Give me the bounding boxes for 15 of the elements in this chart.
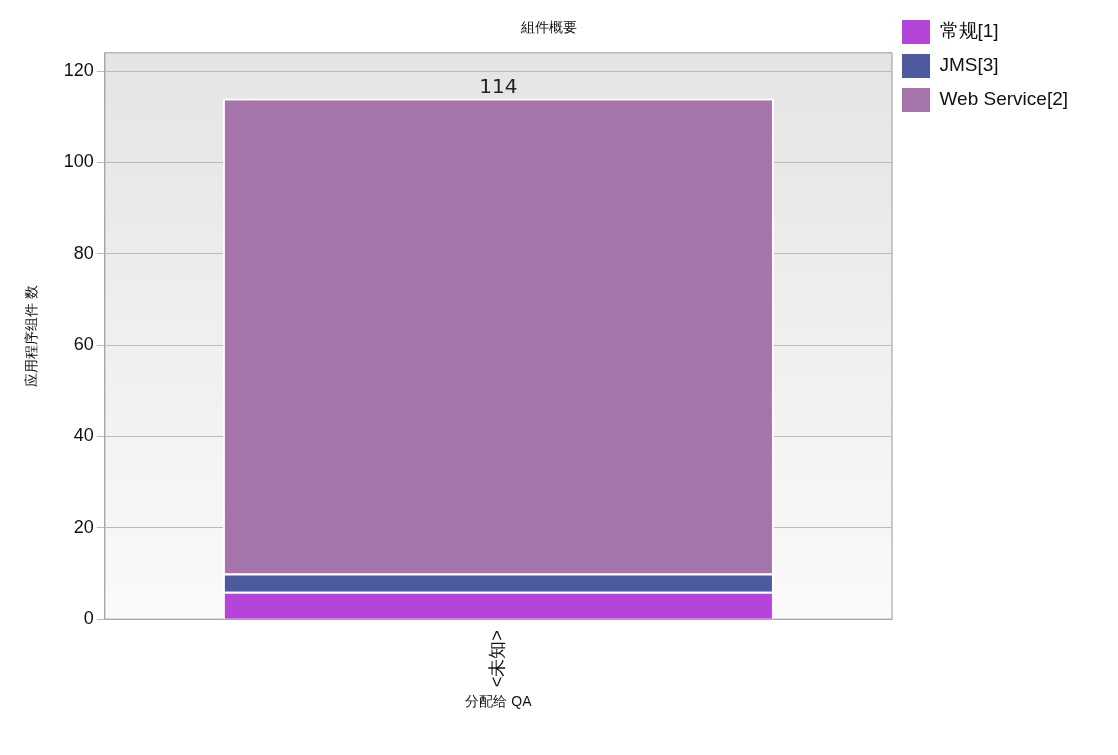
y-tick-label: 120 <box>63 60 94 81</box>
y-tick-label: 60 <box>73 334 94 355</box>
y-axis-title: 应用程序组件 数 <box>23 285 40 387</box>
y-tick-label: 40 <box>73 425 94 446</box>
y-tick-label: 80 <box>73 242 94 263</box>
chart-title: 組件概要 <box>520 19 577 36</box>
y-tick-label: 20 <box>73 516 94 537</box>
y-tick-label: 0 <box>83 608 94 629</box>
y-tick-label: 100 <box>63 151 94 172</box>
x-tick-label: <未知> <box>487 630 508 688</box>
legend-label: Web Service[2] <box>939 88 1068 110</box>
x-axis-title: 分配给 QA <box>465 693 533 710</box>
legend-label: 常规[1] <box>939 20 999 42</box>
total-label: 114 <box>479 73 518 98</box>
legend-label: JMS[3] <box>939 54 999 76</box>
